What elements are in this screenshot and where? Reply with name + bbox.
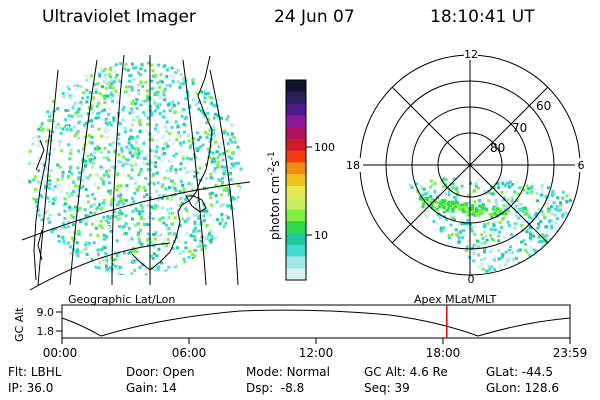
colorbar-swatch [286, 268, 306, 281]
gc-alt-ylabel: GC Alt [13, 307, 26, 342]
colorbar-swatch [286, 197, 306, 211]
instrument-title: Ultraviolet Imager [42, 7, 196, 27]
footer-filter: Flt: LBHL [8, 365, 62, 379]
colorbar-swatch [286, 232, 306, 246]
ytick-1-8: 1.8 [37, 325, 55, 338]
footer-ip: IP: 36.0 [8, 381, 54, 395]
footer-glat: GLat: -44.5 [486, 365, 553, 379]
colorbar-swatch [286, 80, 306, 93]
header-date: 24 Jun 07 [274, 7, 355, 27]
colorbar-swatch [286, 185, 306, 199]
footer-glon: GLon: 128.6 [486, 381, 559, 395]
header-time: 18:10:41 UT [430, 7, 535, 27]
globe-grid-parallels [21, 181, 251, 291]
colorbar-swatch [286, 221, 306, 234]
colorbar-swatch [286, 103, 306, 116]
lat-label-60: 60 [536, 99, 551, 113]
lat-label-70: 70 [512, 121, 527, 135]
globe-map [21, 54, 251, 291]
globe-coastline [33, 55, 213, 281]
colorbar-swatch [286, 209, 306, 222]
colorbar-swatch [286, 115, 306, 128]
polar-caption: Apex MLat/MLT [414, 293, 497, 306]
colorbar-swatch [286, 138, 306, 152]
colorbar-swatch [286, 150, 306, 163]
mlt-label-12: 12 [464, 48, 478, 61]
footer-mode: Mode: Normal [246, 365, 330, 379]
colorbar-swatch [286, 162, 306, 175]
xtick-2359: 23:59 [553, 346, 588, 360]
footer-dsp: Dsp: -8.8 [246, 381, 305, 395]
footer-door: Door: Open [126, 365, 195, 379]
mlt-label-0: 0 [468, 273, 475, 286]
footer-seq: Seq: 39 [364, 381, 410, 395]
xtick-1200: 12:00 [299, 346, 334, 360]
colorbar-unit-label: photon cm-2s-1 [267, 151, 282, 240]
colorbar-swatch [286, 256, 306, 269]
globe-caption: Geographic Lat/Lon [68, 293, 175, 306]
mlt-label-18: 18 [346, 159, 360, 172]
colorbar-swatch [286, 127, 306, 140]
colorbar-swatch [286, 91, 306, 105]
colorbar-swatch [286, 244, 306, 258]
xtick-0000: 00:00 [43, 346, 78, 360]
colorbar: 100 10 photon cm-2s-1 [267, 79, 335, 281]
polar-plot: 12 18 6 0 60 70 80 [345, 48, 587, 286]
footer-gc-alt: GC Alt: 4.6 Re [364, 365, 448, 379]
polar-aurora-image [408, 177, 578, 275]
gc-alt-plot: Geographic Lat/Lon Apex MLat/MLT 9.0 1.8… [13, 293, 587, 360]
footer-gain: Gain: 14 [126, 381, 177, 395]
globe-aurora-image [27, 60, 243, 276]
xtick-0600: 06:00 [172, 346, 207, 360]
polar-grid [359, 54, 581, 276]
xtick-1800: 18:00 [426, 346, 461, 360]
globe-grid-meridians [37, 54, 239, 286]
colorbar-tick-10: 10 [314, 229, 328, 242]
ytick-9-0: 9.0 [37, 306, 55, 319]
colorbar-swatch [286, 174, 306, 187]
lat-label-80: 80 [490, 141, 505, 155]
colorbar-tick-100: 100 [314, 141, 335, 154]
mlt-label-6: 6 [578, 159, 585, 172]
gc-alt-curve [61, 309, 571, 337]
